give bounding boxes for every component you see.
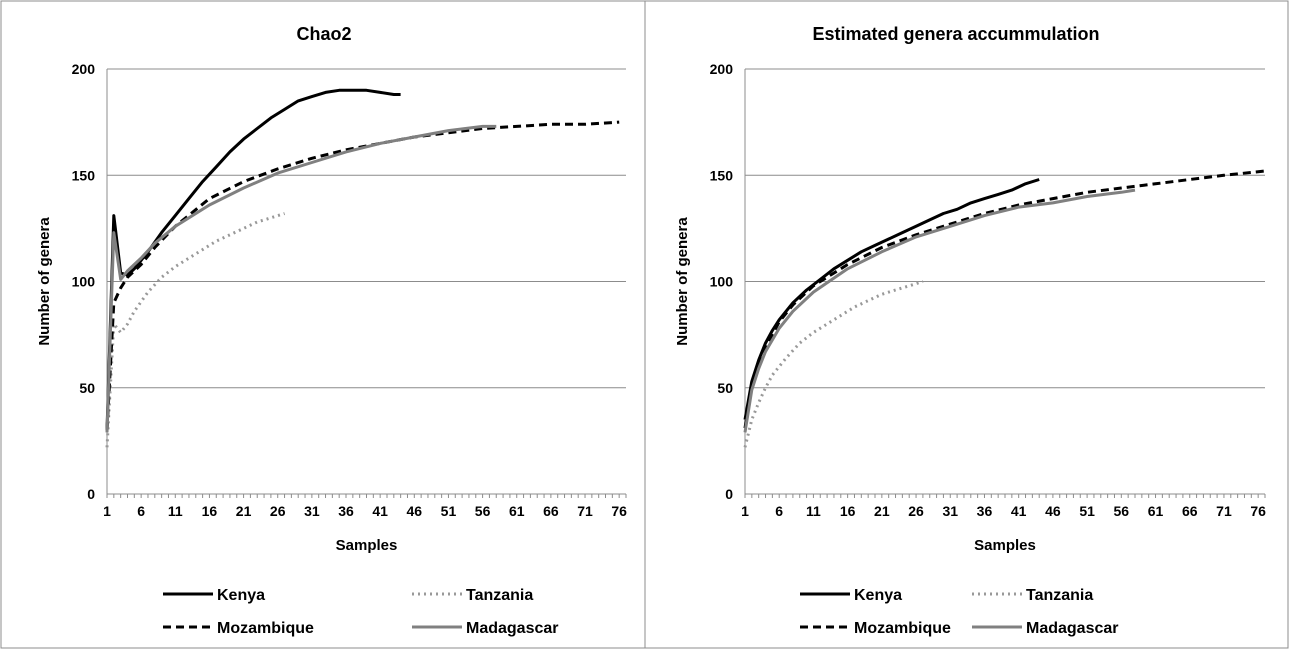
x-tick-label: 31 xyxy=(942,503,958,519)
x-tick-label: 41 xyxy=(372,503,388,519)
chart-title: Estimated genera accummulation xyxy=(812,24,1099,44)
y-tick-label: 200 xyxy=(710,61,734,77)
chart-title: Chao2 xyxy=(296,24,351,44)
x-tick-label: 61 xyxy=(1148,503,1164,519)
legend-label-mozambique: Mozambique xyxy=(854,620,951,637)
y-axis-title: Number of genera xyxy=(36,217,53,346)
x-tick-label: 16 xyxy=(840,503,856,519)
x-tick-label: 46 xyxy=(1045,503,1061,519)
x-tick-label: 26 xyxy=(270,503,286,519)
x-tick-label: 36 xyxy=(338,503,354,519)
x-tick-label: 76 xyxy=(1250,503,1266,519)
x-tick-label: 71 xyxy=(1216,503,1232,519)
legend-label-madagascar: Madagascar xyxy=(1026,620,1119,637)
series-line-mozambique xyxy=(105,120,620,431)
x-tick-label: 56 xyxy=(1114,503,1130,519)
x-tick-label: 46 xyxy=(407,503,423,519)
series-line-kenya xyxy=(743,178,1040,420)
x-tick-label: 21 xyxy=(874,503,890,519)
x-tick-label: 51 xyxy=(1079,503,1095,519)
y-tick-label: 150 xyxy=(72,167,96,183)
x-tick-label: 76 xyxy=(611,503,627,519)
x-tick-label: 66 xyxy=(543,503,559,519)
legend-label-tanzania: Tanzania xyxy=(466,587,533,604)
x-tick-label: 56 xyxy=(475,503,491,519)
series-line-tanzania xyxy=(105,212,286,448)
x-tick-label: 71 xyxy=(577,503,593,519)
y-tick-label: 150 xyxy=(710,167,734,183)
legend-label-tanzania: Tanzania xyxy=(1026,587,1093,604)
x-tick-label: 21 xyxy=(236,503,252,519)
x-tick-label: 16 xyxy=(202,503,218,519)
x-tick-label: 66 xyxy=(1182,503,1198,519)
y-tick-label: 50 xyxy=(79,380,95,396)
x-tick-label: 51 xyxy=(441,503,457,519)
series-line-madagascar xyxy=(105,124,497,433)
series-line-tanzania xyxy=(743,280,924,448)
x-tick-label: 1 xyxy=(741,503,749,519)
x-tick-label: 41 xyxy=(1011,503,1027,519)
legend-label-madagascar: Madagascar xyxy=(466,620,559,637)
x-tick-label: 11 xyxy=(806,503,821,519)
y-tick-label: 100 xyxy=(710,274,734,290)
legend-label-kenya: Kenya xyxy=(854,587,902,604)
x-tick-label: 31 xyxy=(304,503,320,519)
y-tick-label: 50 xyxy=(717,380,733,396)
series-line-kenya xyxy=(105,88,401,431)
y-tick-label: 0 xyxy=(87,486,95,502)
x-tick-label: 1 xyxy=(103,503,111,519)
series-line-madagascar xyxy=(743,188,1136,433)
x-tick-label: 6 xyxy=(775,503,783,519)
y-tick-label: 200 xyxy=(72,61,96,77)
x-tick-label: 11 xyxy=(168,503,183,519)
x-tick-label: 6 xyxy=(137,503,145,519)
x-axis-title: Samples xyxy=(974,537,1036,554)
legend-label-kenya: Kenya xyxy=(217,587,265,604)
x-axis-title: Samples xyxy=(336,537,398,554)
x-tick-label: 36 xyxy=(977,503,993,519)
x-tick-label: 61 xyxy=(509,503,525,519)
y-tick-label: 0 xyxy=(725,486,733,502)
y-tick-label: 100 xyxy=(72,274,96,290)
y-axis-title: Number of genera xyxy=(674,217,691,346)
legend-label-mozambique: Mozambique xyxy=(217,620,314,637)
x-tick-label: 26 xyxy=(908,503,924,519)
